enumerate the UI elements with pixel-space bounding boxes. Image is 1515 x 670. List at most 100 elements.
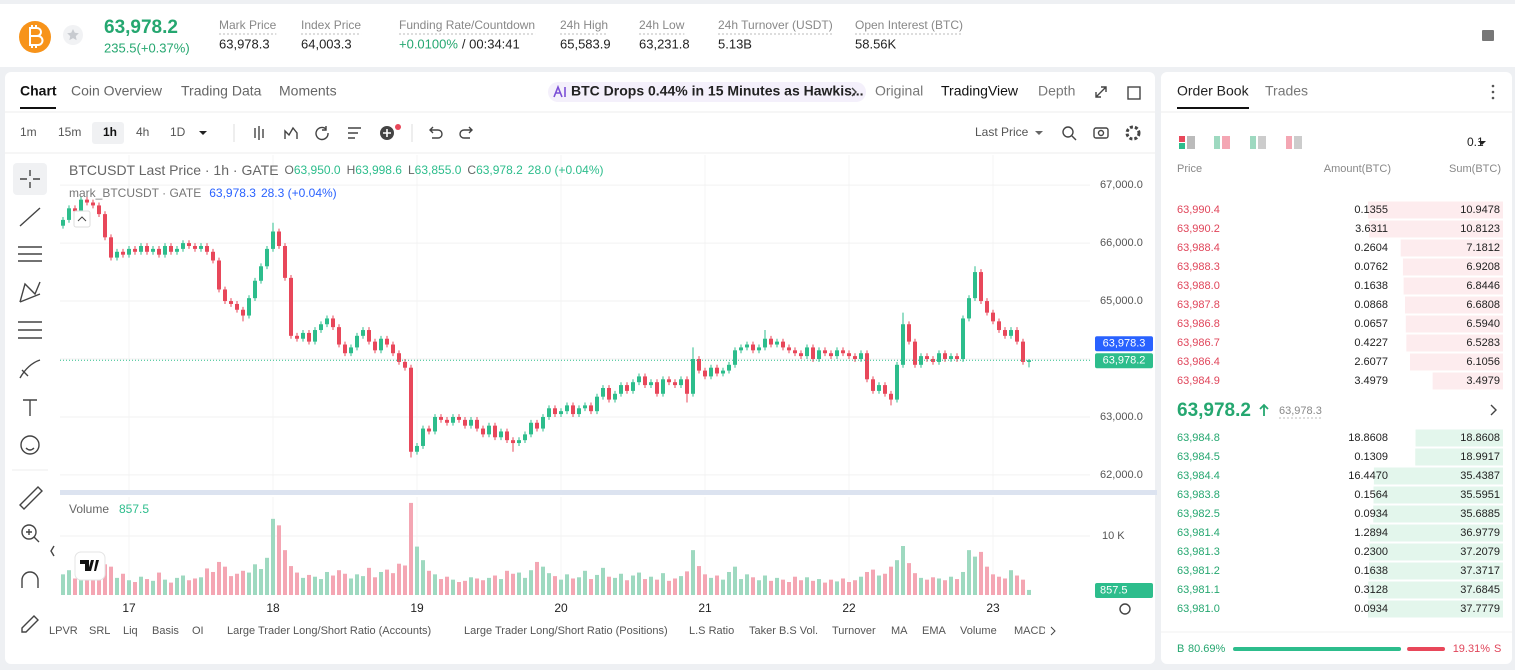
chevron[interactable] [1490, 404, 1497, 416]
coin-glyph [29, 25, 44, 48]
tab[interactable]: Chart [20, 83, 57, 99]
interval[interactable]: 1D [170, 125, 186, 139]
order-price[interactable]: 63,988.4 [1177, 242, 1220, 254]
channel-tool[interactable] [18, 246, 42, 262]
order-price[interactable]: 63,981.1 [1177, 584, 1220, 596]
indicator[interactable]: Liq [123, 625, 138, 637]
interval[interactable]: 1h [103, 125, 117, 139]
order-price[interactable]: 63,984.9 [1177, 375, 1220, 387]
ob-asks-icon[interactable] [1250, 136, 1256, 149]
candle-type-icon[interactable] [254, 126, 264, 140]
volume-bar [139, 576, 143, 595]
expand-icon[interactable] [1095, 86, 1107, 98]
tab[interactable]: Trades [1265, 83, 1308, 99]
news-headline[interactable]: BTC Drops 0.44% in 15 Minutes as Hawkis.… [571, 83, 864, 99]
order-price[interactable]: 63,984.5 [1177, 451, 1220, 463]
volume-bar [283, 550, 287, 595]
order-sum: 37.2079 [1460, 546, 1500, 558]
header-panel [0, 4, 1515, 67]
order-price[interactable]: 63,981.2 [1177, 565, 1220, 577]
collapse-legend[interactable] [73, 210, 91, 228]
order-price[interactable]: 63,988.0 [1177, 280, 1220, 292]
zoom-tool[interactable] [21, 524, 37, 540]
indicator[interactable]: MA [891, 625, 908, 637]
indicator[interactable]: Large Trader Long/Short Ratio (Accounts) [227, 625, 431, 637]
ruler-tool[interactable] [19, 486, 43, 510]
indicator[interactable]: Turnover [832, 625, 876, 637]
search-icon[interactable] [1062, 126, 1074, 138]
price-type[interactable]: Last Price [975, 125, 1029, 139]
order-price[interactable]: 63,986.4 [1177, 356, 1220, 368]
volume-bar [463, 580, 467, 595]
indicator[interactable]: MACD [1014, 625, 1046, 637]
indicator[interactable]: EMA [922, 625, 947, 637]
emoji-tool[interactable] [20, 435, 40, 455]
ob-layout-icon[interactable] [1179, 136, 1185, 142]
candle-body [439, 416, 443, 420]
reset-icon[interactable] [1119, 603, 1131, 615]
indicator[interactable]: L.S Ratio [689, 625, 734, 637]
template-icon[interactable] [348, 127, 361, 139]
camera-icon[interactable] [1093, 127, 1109, 139]
order-price[interactable]: 63,990.2 [1177, 223, 1220, 235]
indicator-icon[interactable] [284, 126, 298, 139]
order-price[interactable]: 63,987.8 [1177, 299, 1220, 311]
pattern-tool[interactable] [19, 281, 41, 303]
tab[interactable]: Moments [279, 83, 337, 99]
indicator[interactable]: Basis [152, 625, 179, 637]
order-price[interactable]: 63,986.7 [1177, 337, 1220, 349]
order-price[interactable]: 63,986.8 [1177, 318, 1220, 330]
order-price[interactable]: 63,984.4 [1177, 470, 1220, 482]
indicator[interactable]: SRL [89, 625, 110, 637]
view-tab[interactable]: Original [875, 83, 923, 99]
indicator[interactable]: Large Trader Long/Short Ratio (Positions… [464, 625, 668, 637]
fib-tool[interactable] [18, 321, 42, 339]
ob-depth-icon[interactable] [1286, 136, 1292, 149]
news-pill[interactable] [548, 82, 866, 102]
window-icon[interactable] [1127, 86, 1141, 100]
view-tab[interactable]: Depth [1038, 83, 1075, 99]
interval[interactable]: 1m [20, 125, 37, 139]
undo-icon[interactable] [429, 126, 443, 139]
sell-label: S [1494, 643, 1501, 655]
redo-icon[interactable] [459, 126, 473, 139]
order-price[interactable]: 63,990.4 [1177, 204, 1220, 216]
chevron[interactable] [1050, 626, 1056, 636]
order-price[interactable]: 63,984.8 [1177, 432, 1220, 444]
tab[interactable]: Trading Data [181, 83, 262, 99]
tab[interactable]: Order Book [1177, 83, 1250, 99]
volume-bar [205, 568, 209, 595]
indicator[interactable]: LPVR [49, 625, 78, 637]
text-tool[interactable] [23, 399, 37, 416]
interval[interactable]: 15m [58, 125, 81, 139]
view-tab[interactable]: TradingView [941, 83, 1019, 99]
order-price[interactable]: 63,988.3 [1177, 261, 1220, 273]
book-icon[interactable] [1482, 30, 1494, 41]
collapse-arrow[interactable] [50, 545, 55, 557]
ob-bids-icon[interactable] [1214, 136, 1220, 149]
magnet-tool[interactable] [21, 571, 39, 588]
candle-body [703, 370, 707, 377]
candle-body [253, 280, 257, 299]
order-price[interactable]: 63,981.3 [1177, 546, 1220, 558]
indicator[interactable]: Volume [960, 625, 997, 637]
zoom-glyph [26, 529, 40, 543]
order-price[interactable]: 63,982.5 [1177, 508, 1220, 520]
precision-select[interactable]: 0.1 [1467, 135, 1484, 149]
brush-tool[interactable] [19, 359, 41, 379]
interval[interactable]: 4h [136, 125, 149, 139]
crosshair-tool[interactable] [20, 170, 40, 188]
indicator[interactable]: OI [192, 625, 204, 637]
volume-bar [403, 565, 407, 595]
order-price[interactable]: 63,981.4 [1177, 527, 1220, 539]
replay-icon[interactable] [315, 126, 329, 141]
menu-dot[interactable] [1491, 84, 1495, 88]
settings-icon[interactable] [1125, 125, 1141, 141]
order-price[interactable]: 63,983.8 [1177, 489, 1220, 501]
tab[interactable]: Coin Overview [71, 83, 163, 99]
pencil-tool[interactable] [21, 615, 39, 633]
order-price[interactable]: 63,981.0 [1177, 603, 1220, 615]
indicator[interactable]: Taker B.S Vol. [749, 625, 818, 637]
candle-body [889, 393, 893, 400]
trendline-tool[interactable] [19, 207, 41, 227]
